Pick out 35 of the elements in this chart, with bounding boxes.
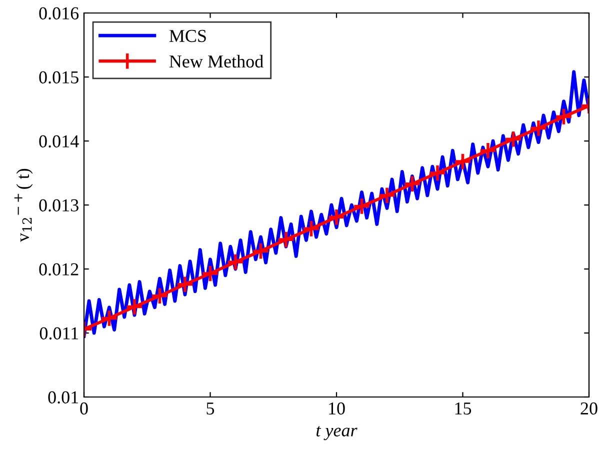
- point: [276, 230, 296, 249]
- point: [252, 242, 270, 260]
- y-tick-label: 0.016: [39, 7, 79, 20]
- point: [201, 264, 220, 283]
- point: [378, 186, 396, 204]
- point: [352, 197, 371, 216]
- y-tick-label: 0.012: [39, 263, 78, 276]
- point: [125, 298, 144, 316]
- x-tick-label: 10: [329, 402, 345, 415]
- legend-label: New Method: [169, 54, 264, 68]
- y-tick-label: 0.015: [39, 71, 78, 84]
- y-tick-label: 0.01: [48, 391, 78, 404]
- point: [150, 286, 169, 305]
- point: [529, 119, 548, 138]
- point: [100, 309, 118, 328]
- point: [327, 208, 346, 226]
- point: [302, 220, 320, 238]
- y-tick-label: 0.013: [39, 199, 78, 212]
- point: [554, 108, 573, 126]
- y-tick-label: 0.011: [40, 327, 78, 340]
- x-tick-label: 5: [206, 402, 214, 415]
- x-tick-label: 20: [580, 402, 598, 415]
- y-axis-title: v$_{12}$$^{−+}$( t): [14, 168, 33, 242]
- point: [454, 152, 472, 171]
- x-tick-label: 15: [455, 402, 472, 415]
- point: [478, 142, 498, 160]
- x-tick-label: 0: [80, 402, 88, 415]
- point: [226, 252, 245, 271]
- x-axis-title: t year: [316, 426, 358, 440]
- point: [504, 130, 522, 148]
- legend-label: MCS: [169, 30, 206, 42]
- y-tick-label: 0.014: [39, 135, 79, 148]
- point: [403, 174, 422, 193]
- point: [428, 164, 447, 182]
- point: [176, 275, 194, 294]
